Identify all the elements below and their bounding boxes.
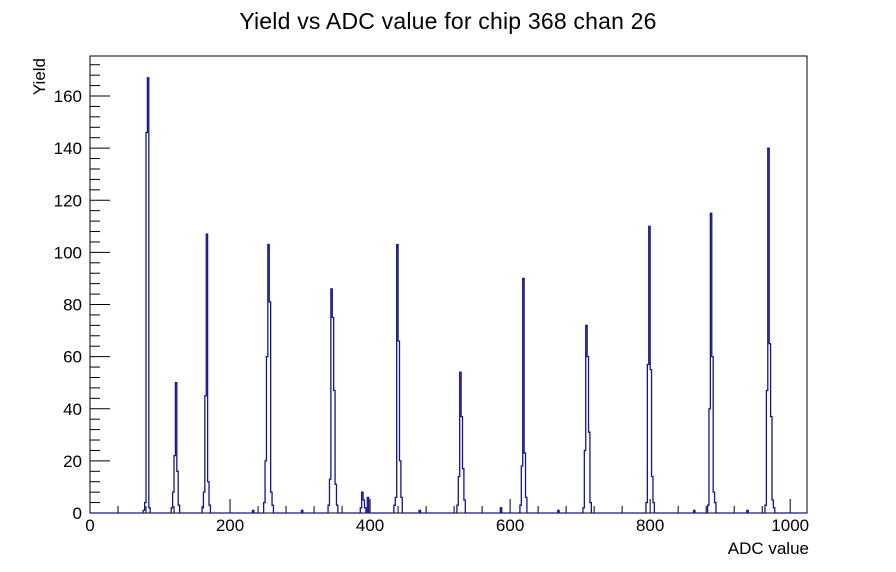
x-tick-label: 0 (85, 516, 94, 535)
y-tick-label: 0 (73, 504, 82, 523)
x-tick-label: 200 (216, 516, 244, 535)
histogram-line (90, 77, 807, 514)
y-tick-label: 140 (54, 139, 82, 158)
x-tick-label: 600 (496, 516, 524, 535)
y-tick-label: 80 (63, 296, 82, 315)
y-tick-label: 40 (63, 400, 82, 419)
y-tick-label: 160 (54, 87, 82, 106)
x-axis-title: ADC value (727, 539, 809, 558)
x-tick-label: 400 (356, 516, 384, 535)
x-tick-label: 1000 (771, 516, 809, 535)
chart-title: Yield vs ADC value for chip 368 chan 26 (239, 8, 657, 34)
x-tick-label: 800 (636, 516, 664, 535)
y-tick-label: 100 (54, 243, 82, 262)
y-tick-label: 60 (63, 348, 82, 367)
y-tick-label: 120 (54, 191, 82, 210)
y-tick-label: 20 (63, 452, 82, 471)
y-axis-title: Yield (30, 58, 49, 96)
